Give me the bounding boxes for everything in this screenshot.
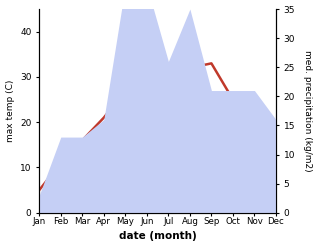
X-axis label: date (month): date (month) (119, 231, 197, 242)
Y-axis label: med. precipitation (kg/m2): med. precipitation (kg/m2) (303, 50, 313, 172)
Y-axis label: max temp (C): max temp (C) (5, 80, 15, 142)
